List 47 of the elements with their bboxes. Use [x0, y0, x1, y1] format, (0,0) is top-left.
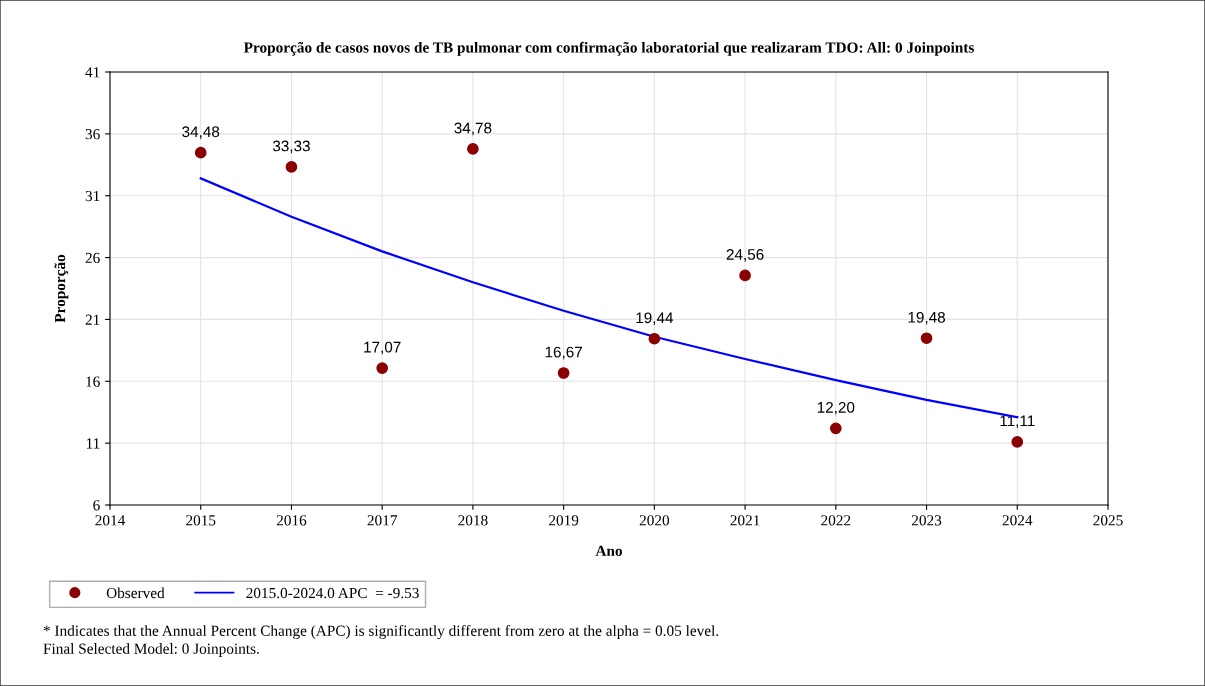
- x-tick-label: 2018: [458, 515, 488, 526]
- data-label: 34,48: [182, 126, 220, 139]
- x-tick-label: 2023: [911, 515, 942, 526]
- y-axis-title: Proporção: [54, 254, 69, 323]
- data-label: 19,44: [636, 312, 674, 326]
- x-tick-label: 2017: [367, 515, 398, 526]
- point: [285, 161, 298, 173]
- x-axis-title: Ano: [595, 545, 622, 556]
- legend-label: Observed: [106, 587, 165, 599]
- point: [829, 422, 842, 435]
- legend-label: 2015.0-2024.0 APC = -9.53: [246, 587, 419, 599]
- data-label: 33,33: [272, 140, 310, 154]
- data-label: 34,78: [454, 122, 492, 136]
- x-tick-label: 2024: [1002, 515, 1033, 526]
- data-label: 16,67: [545, 346, 582, 360]
- data-label: 24,56: [726, 249, 764, 262]
- y-tick-label: 6: [93, 500, 100, 511]
- y-tick-label: 31: [85, 190, 100, 202]
- y-tick-label: 11: [86, 438, 100, 449]
- data-label: 11,11: [1000, 415, 1035, 429]
- text: * Indicates that the Annual Percent Change (APC) is significantly different from zero at the alpha = 0.05 level.: [43, 624, 719, 640]
- x-tick-label: 2020: [639, 515, 670, 526]
- point: [739, 269, 751, 282]
- point: [648, 332, 661, 345]
- point: [920, 332, 933, 345]
- data-label: 19,48: [908, 311, 945, 325]
- x-tick-label: 2025: [1093, 515, 1123, 526]
- point: [557, 367, 570, 379]
- point: [376, 362, 389, 374]
- y-tick-label: 26: [85, 252, 100, 264]
- y-tick-label: 16: [86, 376, 100, 387]
- x-tick-label: 2015: [186, 515, 216, 526]
- y-tick-label: 41: [85, 67, 100, 78]
- text: Final Selected Model: 0 Joinpoints.: [43, 643, 259, 657]
- x-tick-label: 2022: [821, 515, 851, 526]
- y-tick-label: 21: [85, 314, 100, 325]
- data-label: 12,20: [817, 401, 855, 415]
- point: [1011, 435, 1024, 448]
- x-tick-label: 2021: [730, 515, 760, 526]
- x-tick-label: 2016: [276, 515, 307, 526]
- x-tick-label: 2019: [549, 515, 579, 526]
- point: [194, 146, 207, 159]
- chart-title: Proporção de casos novos de TB pulmonar com confirmação laboratorial que realizaram TDO: All: 0 Joinpoints: [243, 41, 974, 56]
- data-label: 17,07: [364, 341, 401, 355]
- y-tick-label: 36: [85, 129, 100, 140]
- x-tick-label: 2014: [95, 515, 126, 526]
- point: [467, 143, 479, 155]
